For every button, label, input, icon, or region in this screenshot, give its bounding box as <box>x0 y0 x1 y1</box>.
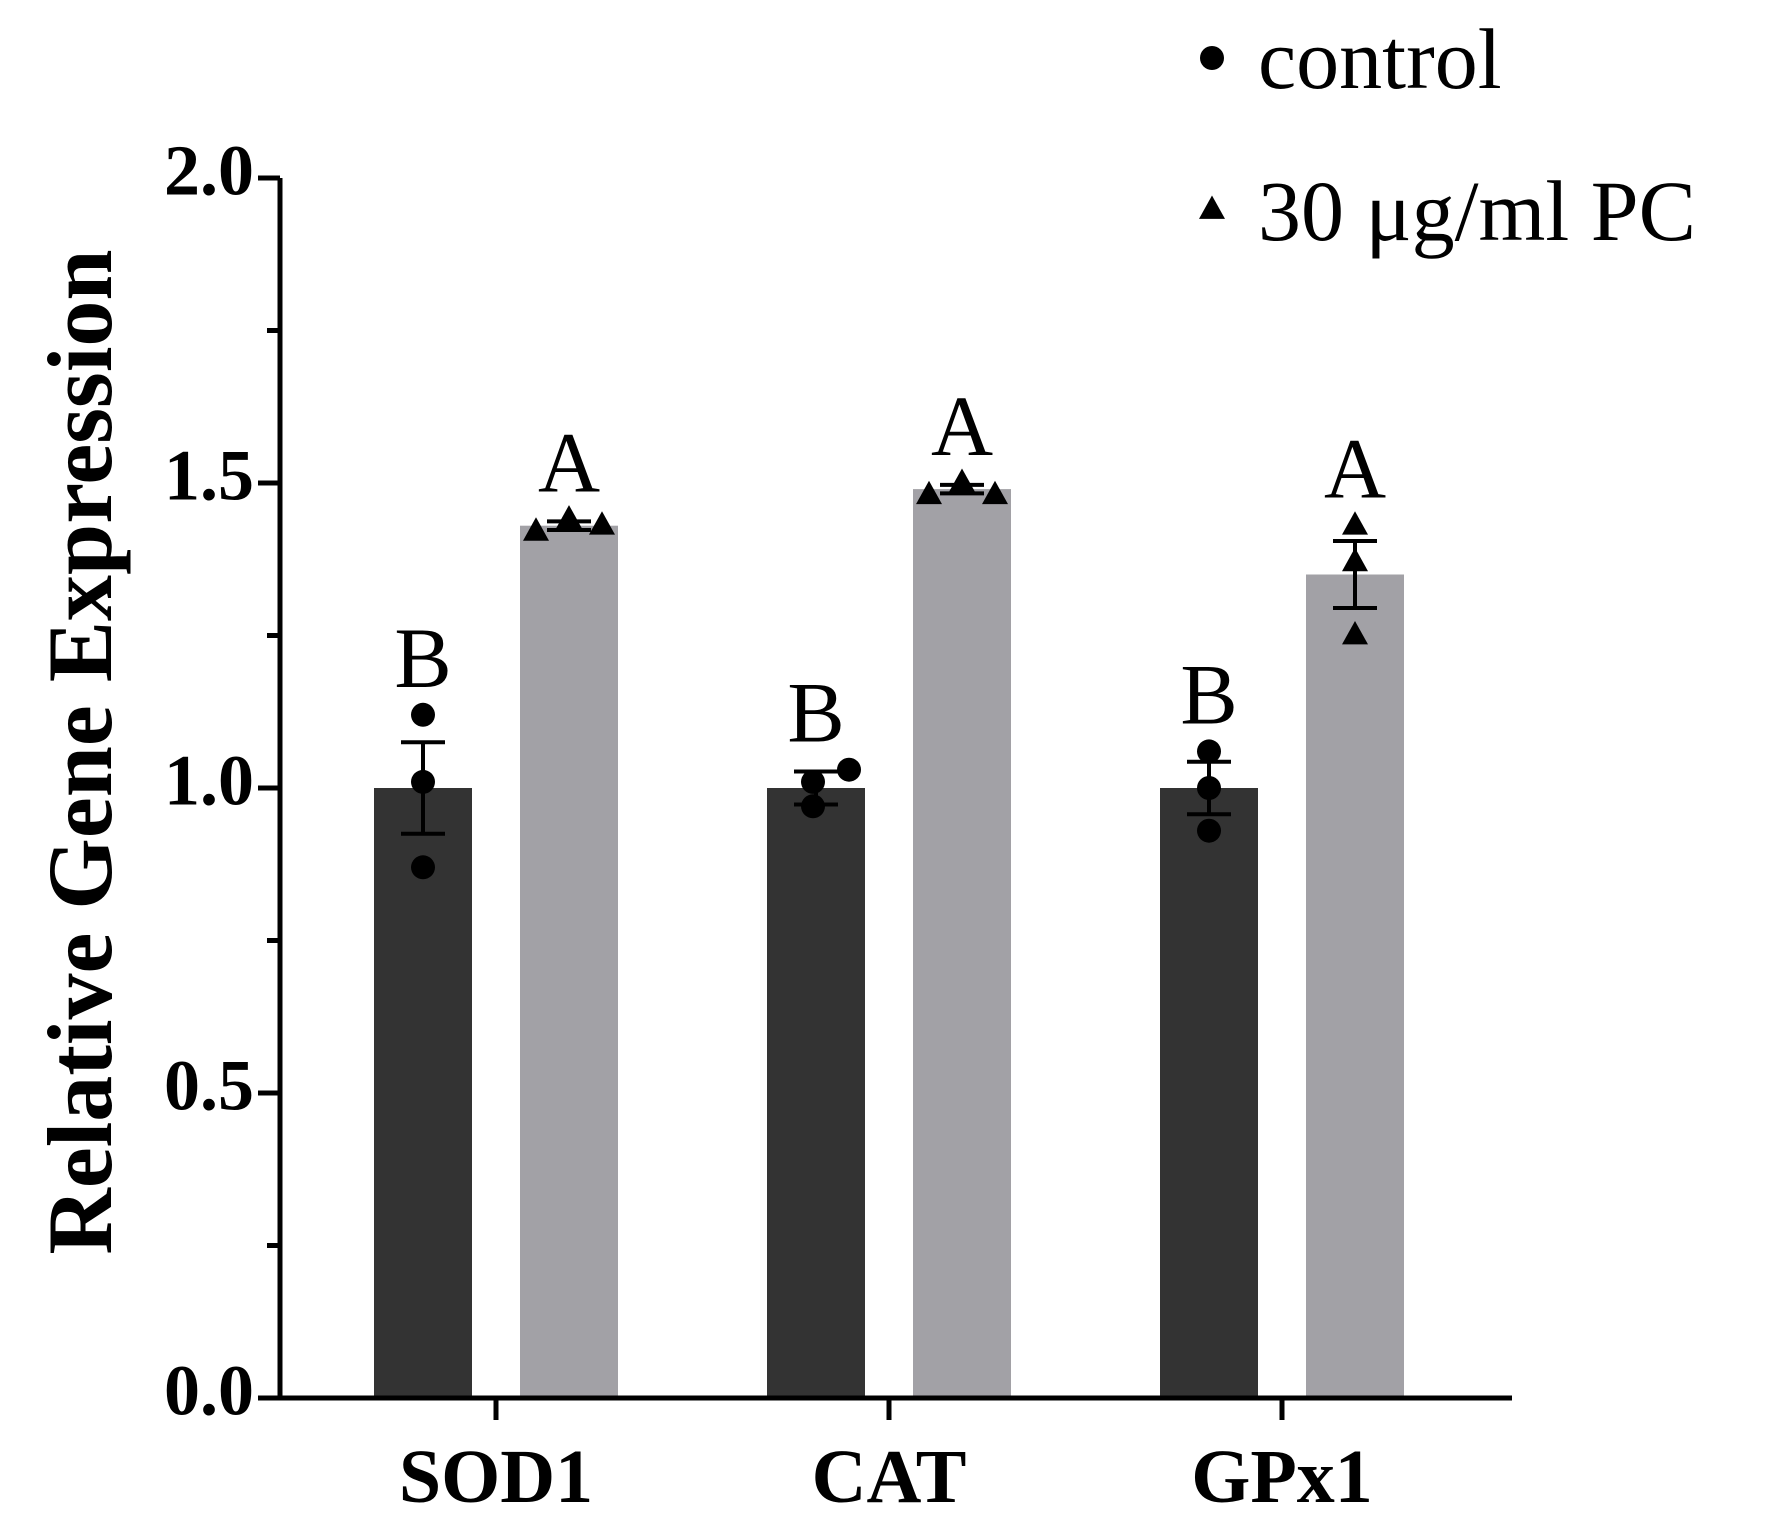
y-tick-label: 0.5 <box>164 1046 254 1126</box>
significance-label: B <box>787 665 844 761</box>
labels-layer: SOD1 CAT GPx1 B B B A A A <box>394 378 1386 1519</box>
data-point-circle <box>1197 818 1221 843</box>
legend-label: 30 μg/ml PC <box>1258 163 1696 259</box>
data-point-circle <box>801 769 825 794</box>
data-point-triangle <box>523 517 549 541</box>
y-tick-label: 1.5 <box>164 436 254 516</box>
y-axis-label: Relative Gene Expression <box>29 249 131 1254</box>
bars-layer <box>374 489 1404 1399</box>
legend-marker-circle <box>1200 46 1224 70</box>
legend-marker-triangle <box>1199 195 1225 219</box>
legend: control 30 μg/ml PC <box>1199 11 1696 259</box>
bar-30-gml-PC-CAT <box>913 489 1011 1399</box>
data-point-triangle <box>589 511 615 535</box>
y-tick-label: 2.0 <box>164 131 254 211</box>
bar-control-GPx1 <box>1160 788 1258 1398</box>
significance-label: B <box>1180 646 1237 742</box>
bar-control-SOD1 <box>374 788 472 1398</box>
bar-30-gml-PC-GPx1 <box>1306 574 1404 1398</box>
error-bars-layer <box>401 482 1377 836</box>
data-point-triangle <box>1342 511 1368 535</box>
data-point-triangle <box>916 480 942 505</box>
data-point-circle <box>837 757 861 782</box>
significance-label: B <box>394 610 451 706</box>
bar-30-gml-PC-SOD1 <box>520 525 618 1398</box>
data-point-circle <box>411 702 435 727</box>
y-tick-label: 1.0 <box>164 741 254 821</box>
x-tick-label: CAT <box>812 1435 967 1519</box>
bar-control-CAT <box>767 788 865 1398</box>
data-point-triangle <box>1342 620 1368 645</box>
data-point-triangle <box>982 480 1008 505</box>
y-ticks-layer: 0.0 0.5 1.0 1.5 2.0 <box>164 131 1285 1431</box>
data-point-circle <box>1197 739 1221 764</box>
significance-label: A <box>931 378 993 474</box>
data-point-circle <box>411 855 435 880</box>
x-tick-label: GPx1 <box>1191 1435 1373 1519</box>
x-tick-label: SOD1 <box>399 1435 593 1519</box>
significance-label: A <box>538 415 600 511</box>
significance-label: A <box>1324 421 1386 517</box>
y-tick-label: 0.0 <box>164 1351 254 1431</box>
points-layer <box>411 468 1368 880</box>
legend-label: control <box>1258 11 1502 107</box>
